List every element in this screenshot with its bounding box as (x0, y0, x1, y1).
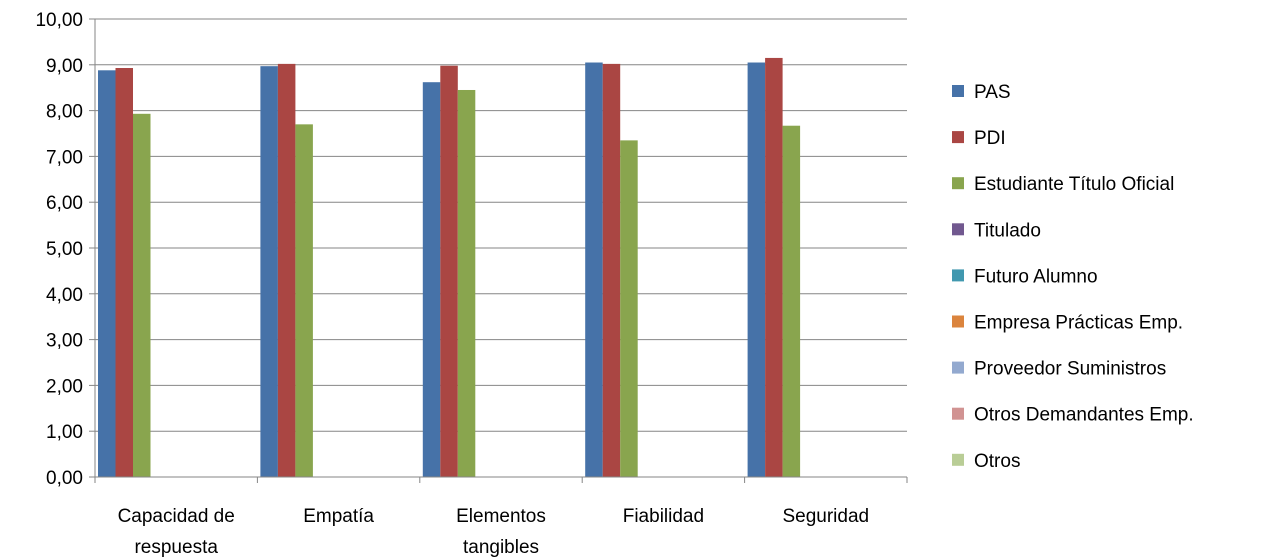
legend-swatch (952, 223, 964, 236)
bar-pas-3 (585, 62, 603, 477)
legend-swatch (952, 131, 964, 144)
x-tick-label: tangibles (463, 537, 539, 558)
legend-label: Titulado (974, 220, 1041, 241)
x-tick-label: Empatía (303, 506, 374, 527)
x-tick-label: Seguridad (782, 506, 869, 527)
y-tick-label: 2,00 (46, 376, 83, 397)
bar-pas-1 (260, 66, 278, 477)
y-tick-label: 4,00 (46, 285, 83, 306)
bar-pdi-2 (440, 65, 458, 477)
legend: PAS PDI Estudiante Título Oficial Titulado F… (952, 82, 1194, 472)
legend-swatch (952, 361, 964, 374)
legend-label: PDI (974, 128, 1006, 149)
x-tick-label: Fiabilidad (623, 506, 704, 527)
bar-estudiante-t-tulo-oficial-4 (782, 125, 801, 478)
legend-label: Empresa Prácticas Emp. (974, 313, 1183, 334)
y-tick-label: 9,00 (46, 56, 83, 77)
y-tick-label: 7,00 (46, 147, 83, 168)
legend-swatch (952, 85, 964, 97)
bars (98, 57, 801, 478)
legend-label: Proveedor Suministros (974, 359, 1166, 380)
y-tick-label: 8,00 (46, 102, 83, 123)
bar-pas-2 (422, 82, 441, 477)
bar-estudiante-t-tulo-oficial-1 (295, 124, 313, 477)
y-tick-label: 3,00 (46, 331, 83, 352)
y-tick-label: 10,00 (35, 10, 83, 31)
legend-swatch (952, 177, 964, 190)
legend-label: Futuro Alumno (974, 266, 1098, 287)
legend-label: Otros Demandantes Emp. (974, 405, 1194, 426)
legend-swatch (952, 453, 964, 466)
x-tick-label: respuesta (134, 537, 218, 558)
bar-estudiante-t-tulo-oficial-3 (620, 140, 638, 477)
bar-estudiante-t-tulo-oficial-0 (133, 113, 151, 477)
legend-swatch (952, 269, 964, 282)
y-tick-label: 5,00 (46, 239, 83, 260)
legend-label: Estudiante Título Oficial (974, 174, 1174, 195)
y-tick-label: 6,00 (46, 193, 83, 214)
y-tick-label: 1,00 (46, 422, 83, 443)
bar-pas-0 (98, 70, 116, 478)
bar-estudiante-t-tulo-oficial-2 (457, 89, 476, 478)
legend-swatch (952, 315, 964, 328)
axes (89, 18, 908, 483)
bar-pdi-4 (765, 57, 783, 478)
legend-swatch (952, 407, 964, 420)
legend-label: PAS (974, 82, 1011, 103)
x-tick-label: Elementos (456, 506, 546, 527)
legend-label: Otros (974, 451, 1020, 472)
bar-pdi-1 (277, 63, 296, 477)
y-tick-label: 0,00 (46, 468, 83, 489)
bar-pdi-0 (115, 68, 133, 478)
y-tick-labels: 0,00 1,00 2,00 3,00 4,00 5,00 6,00 7,00 8,00 9,00… (35, 10, 83, 489)
bar-pas-4 (747, 62, 766, 477)
x-tick-labels: Capacidad de respuesta Empatía Elementos tan… (118, 506, 870, 558)
bar-pdi-3 (602, 63, 621, 477)
x-tick-label: Capacidad de (118, 506, 235, 527)
